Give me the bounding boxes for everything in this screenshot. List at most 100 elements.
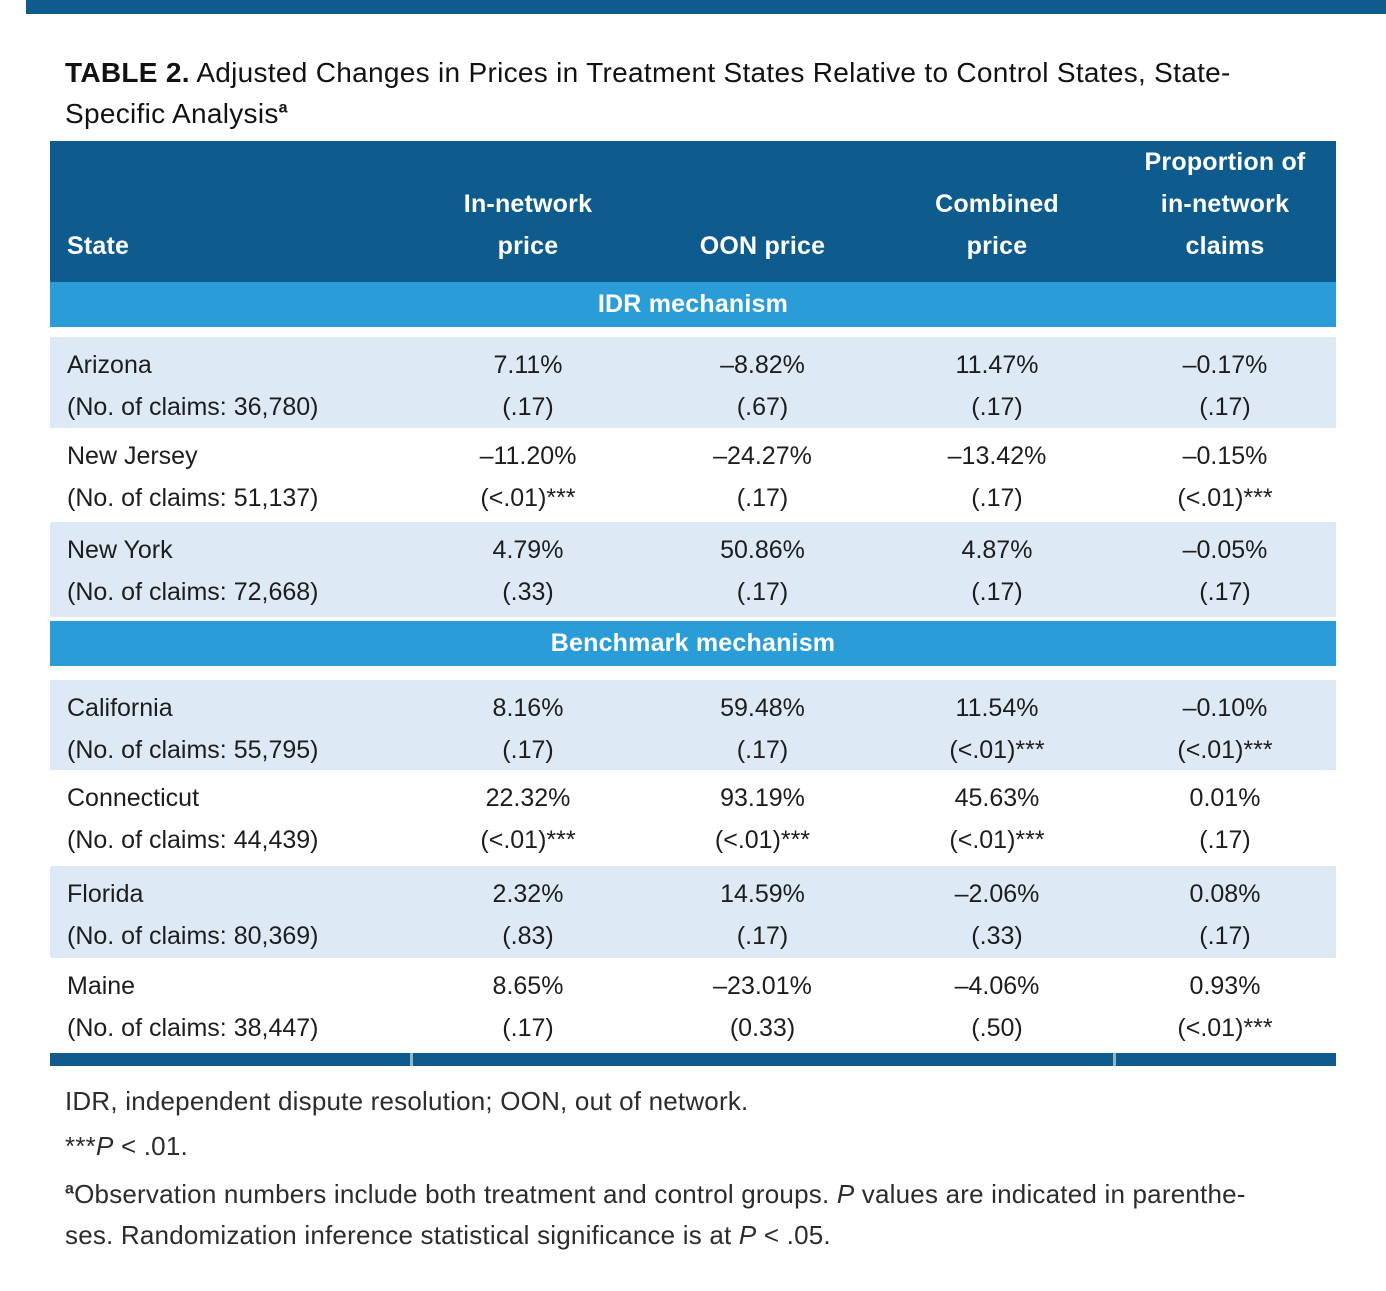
p-value: (<.01)*** [949,736,1045,764]
spacer [50,327,1336,337]
proportion-cell: –0.15% (<.01)*** [1114,428,1336,522]
proportion-cell: 0.01% (.17) [1114,770,1336,866]
p-value: (.17) [1199,393,1251,421]
in-network-cell: –11.20% (<.01)*** [411,428,645,522]
value: 59.48% [720,694,805,722]
section-band-benchmark-label: Benchmark mechanism [550,629,836,657]
p-value: (.17) [502,736,554,764]
combined-cell: 4.87% (.17) [880,522,1114,617]
value: –0.15% [1182,442,1268,470]
footnote-a: aObservation numbers include both treatm… [65,1174,1355,1256]
divider [1113,1053,1116,1066]
p-value: (.33) [971,922,1023,950]
value: 0.08% [1189,880,1261,908]
in-network-cell: 22.32% (<.01)*** [411,770,645,866]
combined-cell: 11.54% (<.01)*** [880,680,1114,771]
claims-count: (No. of claims: 38,447) [67,1014,319,1042]
italic-p: P [95,1131,114,1161]
p-value: (<.01)*** [1177,484,1273,512]
p-value: (.50) [971,1014,1023,1042]
proportion-cell: 0.93% (<.01)*** [1114,958,1336,1053]
header-proportion-line3: claims [1185,232,1265,260]
table-title: TABLE 2. Adjusted Changes in Prices in T… [65,52,1365,134]
table-row-arizona: Arizona (No. of claims: 36,780) 7.11% (.… [50,337,1336,428]
claims-count: (No. of claims: 36,780) [67,393,319,421]
state-cell: Connecticut (No. of claims: 44,439) [50,770,411,866]
combined-cell: 11.47% (.17) [880,337,1114,428]
section-band-benchmark: Benchmark mechanism [50,621,1336,666]
value: 4.79% [492,536,564,564]
p-value: (.17) [736,736,789,764]
p-value: (.83) [502,922,554,950]
state-cell: Maine (No. of claims: 38,447) [50,958,411,1053]
header-in-network-price: In-network price [411,141,645,282]
state-name: Maine [67,972,136,1000]
italic-p: P [738,1220,757,1250]
header-proportion-claims: Proportion of in-network claims [1114,141,1336,282]
claims-count: (No. of claims: 51,137) [67,484,319,512]
proportion-cell: 0.08% (.17) [1114,866,1336,958]
section-band-idr-label: IDR mechanism [597,290,789,318]
header-oon-price: OON price [645,141,880,282]
table-title-footnote-marker: a [278,99,288,117]
footnote-a-text4: < .05. [756,1220,831,1250]
p-value: (<.01)*** [714,826,811,854]
p-value: (.17) [1199,922,1251,950]
value: –24.27% [713,442,812,470]
value: 11.54% [955,694,1039,722]
combined-cell: –4.06% (.50) [880,958,1114,1053]
header-in-network-line2: price [497,232,559,260]
header-combined-price: Combined price [880,141,1114,282]
oon-cell: 59.48% (.17) [645,680,880,771]
value: –0.10% [1182,694,1268,722]
state-name: New York [67,536,173,564]
p-value: (.17) [971,393,1023,421]
spacer [50,666,1336,680]
value: 0.93% [1189,972,1261,1000]
combined-cell: –2.06% (.33) [880,866,1114,958]
table-row-connecticut: Connecticut (No. of claims: 44,439) 22.3… [50,770,1336,866]
table-row-california: California (No. of claims: 55,795) 8.16%… [50,680,1336,770]
p-value: (<.01)*** [949,826,1045,854]
in-network-cell: 8.16% (.17) [411,680,645,771]
in-network-cell: 4.79% (.33) [411,522,645,617]
combined-cell: –13.42% (.17) [880,428,1114,522]
data-table: State In-network price OON price Combine… [50,141,1336,1066]
footnote-significance: ***P < .01. [65,1131,1355,1162]
oon-cell: –23.01% (0.33) [645,958,880,1053]
state-cell: Arizona (No. of claims: 36,780) [50,337,411,428]
state-name: Arizona [67,351,152,379]
table-row-maine: Maine (No. of claims: 38,447) 8.65% (.17… [50,958,1336,1053]
table-number-label: TABLE 2. [65,57,190,88]
section-band-idr: IDR mechanism [50,282,1336,327]
header-proportion-line1: Proportion of [1144,148,1306,176]
spacer [50,617,1336,621]
state-name: Florida [67,880,144,908]
italic-p: P [836,1179,855,1209]
p-value: (.17) [971,578,1023,606]
oon-cell: 93.19% (<.01)*** [645,770,880,866]
p-value: (.17) [1199,826,1251,854]
significance-stars: *** [65,1131,96,1161]
proportion-cell: –0.17% (.17) [1114,337,1336,428]
p-value: (.17) [736,922,789,950]
p-value: (<.01)*** [1177,1014,1273,1042]
value: 7.11% [493,351,563,379]
value: 22.32% [485,784,571,812]
p-value: (.17) [1199,578,1251,606]
p-value: (.17) [502,1014,554,1042]
p-value: (.17) [736,578,789,606]
p-value: (<.01)*** [1177,736,1273,764]
value: 93.19% [720,784,805,812]
value: 8.16% [492,694,564,722]
header-combined-line2: price [966,232,1028,260]
table-title-line1: Adjusted Changes in Prices in Treatment … [189,57,1231,88]
footnote-a-text2: values are indicated in parenthe- [854,1179,1246,1209]
p-value: (<.01)*** [480,826,576,854]
header-in-network-line1: In-network [463,190,593,218]
value: –23.01% [713,972,812,1000]
table-header-row: State In-network price OON price Combine… [50,141,1336,282]
value: 50.86% [720,536,805,564]
oon-cell: 50.86% (.17) [645,522,880,617]
table-row-florida: Florida (No. of claims: 80,369) 2.32% (.… [50,866,1336,958]
